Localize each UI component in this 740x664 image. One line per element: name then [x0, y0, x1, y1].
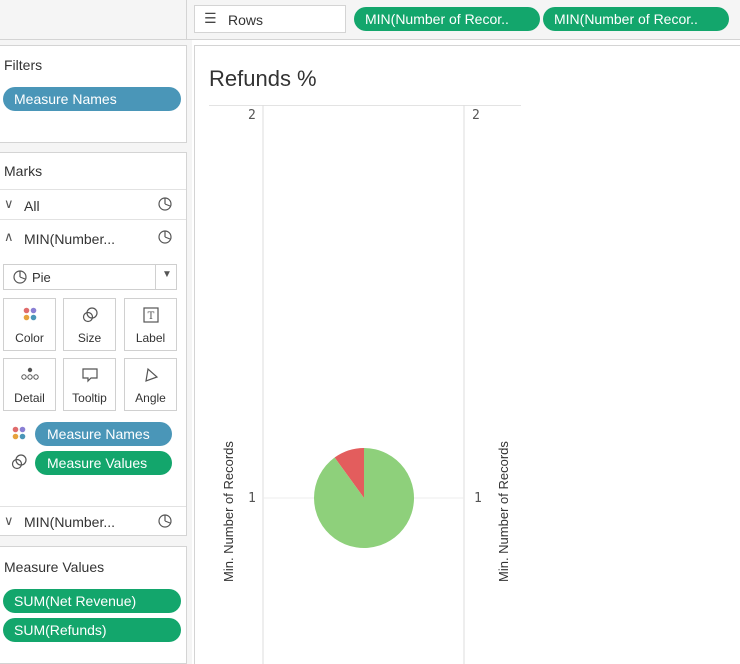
color-card-label: Color [15, 331, 44, 345]
measure-pill-refunds[interactable]: SUM(Refunds) [3, 618, 181, 642]
marks-divider [0, 189, 186, 190]
marks-row-min2-label: MIN(Number... [24, 514, 116, 530]
tooltip-icon [64, 367, 115, 388]
measure-values-title: Measure Values [4, 559, 105, 575]
marks-row-min-number-2[interactable]: ∨ MIN(Number... [0, 506, 186, 536]
rows-shelf-label-area: ☰ Rows [194, 5, 346, 33]
mark-type-value: Pie [32, 270, 51, 285]
y-axis-title-right: Min. Number of Records [496, 441, 511, 582]
angle-card-label: Angle [135, 391, 166, 405]
marks-row-min-number[interactable]: ∧ MIN(Number... [0, 223, 186, 253]
pie-chart[interactable] [314, 447, 415, 548]
pie-icon [158, 197, 172, 211]
chevron-down-icon: ∨ [4, 196, 14, 211]
marks-card: Marks ∨ All ∧ MIN(Number... Pie ▼ Color … [0, 152, 187, 536]
rows-label: Rows [228, 12, 264, 28]
y-tick-left-2: 2 [248, 108, 256, 123]
pie-slice-sum-net-revenue[interactable] [314, 447, 415, 548]
color-dots-icon [4, 307, 55, 326]
pie-icon [13, 270, 27, 284]
rows-pill-2[interactable]: MIN(Number of Recor.. [543, 7, 729, 31]
tooltip-card-label: Tooltip [72, 391, 107, 405]
filter-pill-measure-names[interactable]: Measure Names [3, 87, 181, 111]
marks-title: Marks [4, 163, 43, 179]
mark-type-dropdown[interactable]: Pie ▼ [3, 264, 177, 290]
dropdown-separator [155, 265, 156, 289]
worksheet-area: Refunds % [194, 45, 740, 664]
rows-shelf: ☰ Rows MIN(Number of Recor.. MIN(Number … [0, 0, 740, 40]
marks-row-all[interactable]: ∨ All [0, 190, 186, 220]
tooltip-card[interactable]: Tooltip [63, 358, 116, 411]
pie-chart-area [262, 105, 465, 664]
size-icon [11, 454, 27, 470]
label-card[interactable]: T Label [124, 298, 177, 351]
detail-card-label: Detail [14, 391, 45, 405]
marks-row-all-label: All [24, 198, 40, 214]
y-tick-right-1: 1 [474, 491, 482, 506]
color-card[interactable]: Color [3, 298, 56, 351]
size-icon [64, 307, 115, 328]
rows-pill-1[interactable]: MIN(Number of Recor.. [354, 7, 540, 31]
measure-pill-net-revenue[interactable]: SUM(Net Revenue) [3, 589, 181, 613]
angle-card[interactable]: Angle [124, 358, 177, 411]
text-label-icon: T [125, 307, 176, 328]
filters-card: Filters Measure Names [0, 45, 187, 143]
size-card[interactable]: Size [63, 298, 116, 351]
pie-icon [158, 230, 172, 244]
y-tick-left-1: 1 [248, 491, 256, 506]
color-dots-icon [12, 426, 26, 440]
size-card-label: Size [77, 331, 102, 345]
label-card-label: Label [135, 331, 166, 345]
chevron-up-icon: ∧ [4, 229, 14, 244]
chevron-down-icon: ∨ [4, 513, 14, 528]
measure-values-card: Measure Values SUM(Net Revenue) SUM(Refu… [0, 546, 187, 664]
marks-row-min-label: MIN(Number... [24, 231, 116, 247]
chevron-down-icon: ▼ [162, 269, 172, 280]
filters-title: Filters [4, 57, 43, 73]
detail-card[interactable]: Detail [3, 358, 56, 411]
worksheet-title: Refunds % [209, 66, 317, 91]
pie-slice-sum-refunds[interactable] [334, 448, 364, 498]
size-field-pill[interactable]: Measure Values [35, 451, 172, 475]
left-shelf-spacer [0, 0, 187, 39]
angle-icon [125, 367, 176, 388]
title-underline [209, 105, 521, 106]
color-field-pill[interactable]: Measure Names [35, 422, 172, 446]
y-tick-right-2: 2 [472, 108, 480, 123]
pie-icon [158, 514, 172, 528]
y-axis-title-left: Min. Number of Records [221, 441, 236, 582]
rows-icon: ☰ [204, 10, 217, 26]
svg-text:T: T [147, 311, 154, 322]
detail-dots-icon [4, 367, 55, 386]
